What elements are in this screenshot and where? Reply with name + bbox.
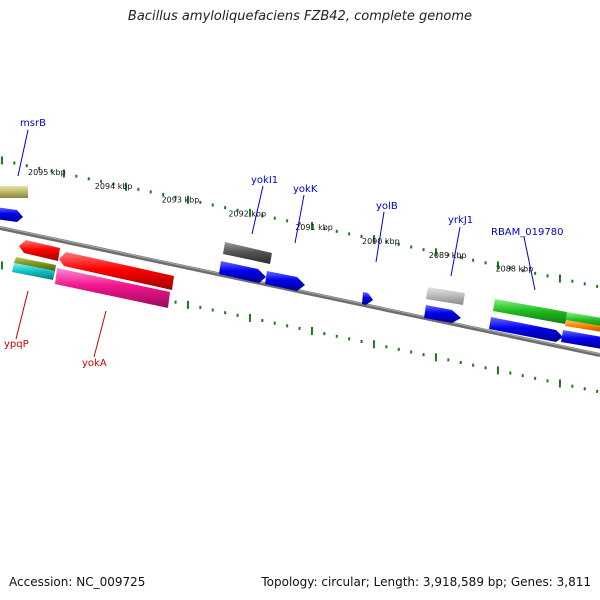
gene-label-yokK[interactable]: yokK [293,184,318,195]
scale-label-2093: 2093 kbp [162,196,200,205]
gene-label-RBAM-019780[interactable]: RBAM_019780 [491,227,563,238]
gene-feature-RBAM-019780[interactable] [493,299,567,324]
scale-labels: 2095 kbp 2094 kbp 2093 kbp 2092 kbp 2091 kbp… [28,168,533,274]
gene-feature-yokA[interactable] [55,268,170,308]
scale-label-2091: 2091 kbp [295,223,333,232]
gene-feature-yokI1[interactable] [223,242,272,264]
reverse-strand-features [12,240,174,308]
genome-backbone-highlight [0,226,600,355]
gene-feature-ypqP[interactable] [12,263,55,280]
gene-feature-red-small[interactable] [19,240,60,261]
gene-feature-RBAM-cds[interactable] [489,317,563,342]
gene-label-yokI1[interactable]: yokI1 [251,175,278,186]
gene-label-yrkJ1[interactable]: yrkJ1 [448,215,473,226]
gene-label-ypqP[interactable]: ypqP [4,339,29,350]
topology-text: Topology: circular; Length: 3,918,589 bp… [261,575,591,589]
accession-text: Accession: NC_009725 [9,575,146,589]
scale-label-2092: 2092 kbp [228,209,266,218]
forward-strand-features [0,186,600,349]
gene-feature-yokI1-cds[interactable] [219,261,266,283]
gene-feature-yolB[interactable] [362,292,373,305]
scale-label-2088: 2088 kbp [496,265,534,274]
scale-label-2090: 2090 kbp [362,237,400,246]
map-title: Bacillus amyloliquefaciens FZB42, comple… [127,9,473,24]
gene-feature-blue-right[interactable] [561,330,600,349]
label-leaders [15,129,536,358]
gene-feature-ypqP-olive[interactable] [14,257,56,271]
gene-label-yolB[interactable]: yolB [376,201,398,212]
gene-feature-orange[interactable] [565,320,600,332]
gene-feature-red-long[interactable] [59,252,174,290]
scale-label-2089: 2089 kbp [429,251,467,260]
scale-label-2095: 2095 kbp [28,168,66,177]
genome-backbone [0,226,600,357]
scale-label-2094: 2094 kbp [95,182,133,191]
gene-feature-yrkJ1[interactable] [426,287,465,305]
gene-label-yokA[interactable]: yokA [82,358,107,369]
scale-ticks-outer [0,156,599,288]
gene-feature-msrB-upper[interactable] [0,186,29,199]
gene-feature-yokK[interactable] [265,271,305,291]
gene-label-msrB[interactable]: msrB [20,118,46,129]
gene-feature-yrkJ1-cds[interactable] [424,305,461,323]
gene-feature-msrB[interactable] [0,207,23,222]
